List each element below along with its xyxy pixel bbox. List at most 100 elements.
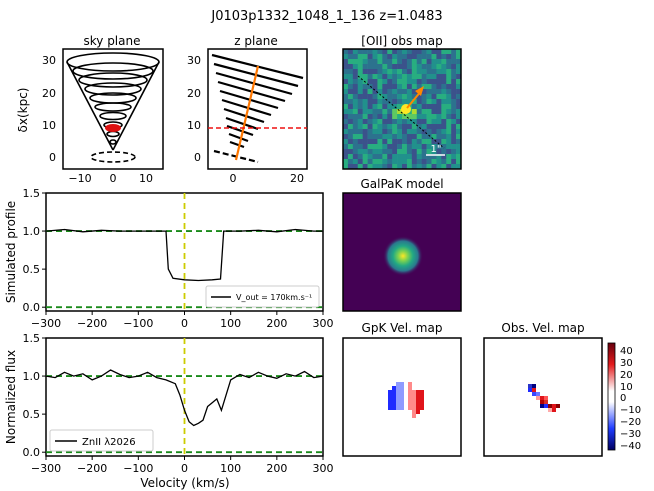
velocity-pixel <box>540 404 544 408</box>
svg-text:0: 0 <box>49 151 56 164</box>
oii-pixel <box>416 159 422 165</box>
oii-pixel <box>402 49 408 55</box>
oii-pixel <box>436 49 442 55</box>
oii-pixel <box>441 139 447 145</box>
oii-pixel <box>402 89 408 95</box>
oii-pixel <box>343 69 349 75</box>
oii-pixel <box>421 79 427 85</box>
oii-pixel <box>397 134 403 140</box>
oii-pixel <box>382 94 388 100</box>
velocity-pixel <box>548 400 552 404</box>
sky-plane-panel: sky plane 30 20 10 0 −10 0 10 <box>16 34 164 185</box>
oii-pixel <box>377 54 383 60</box>
x-tick-label: −200 <box>77 462 107 475</box>
velocity-pixel <box>412 414 416 418</box>
svg-text:−10: −10 <box>68 172 91 185</box>
oii-pixel <box>431 124 437 130</box>
oii-pixel <box>411 74 418 80</box>
oii-pixel <box>426 129 432 135</box>
svg-text:0: 0 <box>194 151 201 164</box>
oii-pixel <box>397 84 403 90</box>
oii-pixel <box>377 94 383 100</box>
oii-pixel <box>367 119 373 125</box>
obs-vel-pixels <box>528 384 560 412</box>
obs-vel-map-panel: Obs. Vel. map <box>483 321 603 457</box>
oii-pixel <box>387 134 393 140</box>
oii-pixel <box>397 119 403 125</box>
oii-pixel <box>357 99 363 105</box>
oii-pixel <box>382 104 388 110</box>
oii-pixel <box>347 69 354 75</box>
oii-pixel <box>451 64 457 70</box>
oii-pixel <box>392 134 398 140</box>
oii-pixel <box>416 139 422 145</box>
velocity-pixel <box>404 382 408 386</box>
oii-pixel <box>406 124 413 130</box>
x-tick-label: 200 <box>266 317 287 330</box>
velocity-pixel <box>548 408 552 412</box>
oii-pixel <box>431 49 437 55</box>
z-plane-axis-line <box>234 65 260 161</box>
oii-pixel <box>406 119 413 125</box>
oii-pixel <box>431 74 437 80</box>
oii-pixel <box>362 159 368 165</box>
oii-pixel <box>352 79 359 85</box>
velocity-pixel <box>396 394 400 398</box>
oii-pixel <box>357 74 363 80</box>
oii-pixel <box>387 164 393 170</box>
y-tick-label: 1.5 <box>23 187 41 200</box>
oii-pixel <box>406 64 413 70</box>
oii-pixel <box>357 134 363 140</box>
oii-pixel <box>382 89 388 95</box>
oii-pixel <box>451 59 457 65</box>
oii-pixel <box>352 69 359 75</box>
oii-pixel <box>347 104 354 110</box>
oii-pixel <box>382 144 388 150</box>
oii-pixel <box>343 144 349 150</box>
oii-pixel <box>372 154 378 160</box>
oii-pixel <box>421 149 427 155</box>
oii-pixel <box>431 114 437 120</box>
oii-pixel <box>357 119 363 125</box>
oii-pixel <box>343 74 349 80</box>
velocity-pixel <box>404 406 408 410</box>
oii-pixel <box>362 74 368 80</box>
oii-pixel <box>456 69 462 75</box>
oii-pixel <box>446 84 452 90</box>
oii-pixel <box>421 134 427 140</box>
oii-pixel <box>451 164 457 170</box>
oii-pixel <box>402 79 408 85</box>
oii-pixel <box>377 84 383 90</box>
oii-pixel <box>441 89 447 95</box>
oii-pixel <box>343 159 349 165</box>
oii-pixel <box>382 54 388 60</box>
oii-pixel <box>431 144 437 150</box>
oii-pixel <box>441 54 447 60</box>
y-tick-label: 1.0 <box>23 225 41 238</box>
oii-major-axis <box>357 75 445 149</box>
oii-pixel <box>367 69 373 75</box>
oii-pixel <box>411 124 418 130</box>
velocity-pixel <box>420 402 424 406</box>
oii-pixel <box>406 99 413 105</box>
oii-pixel <box>352 114 359 120</box>
svg-text:20: 20 <box>42 87 56 100</box>
oii-pixel <box>426 54 432 60</box>
oii-pixel <box>411 139 418 145</box>
oii-pixel <box>372 149 378 155</box>
oii-pixel <box>362 124 368 130</box>
oii-pixel <box>382 119 388 125</box>
oii-pixel <box>406 129 413 135</box>
oii-pixel <box>451 104 457 110</box>
oii-pixel <box>352 74 359 80</box>
oii-pixel <box>387 89 393 95</box>
oii-pixel <box>411 109 418 115</box>
oii-pixel <box>372 74 378 80</box>
oii-pixel <box>367 59 373 65</box>
oii-pixel <box>436 74 442 80</box>
oii-pixel <box>367 134 373 140</box>
velocity-pixel <box>532 392 536 396</box>
oii-pixel <box>343 79 349 85</box>
oii-pixel <box>446 64 452 70</box>
